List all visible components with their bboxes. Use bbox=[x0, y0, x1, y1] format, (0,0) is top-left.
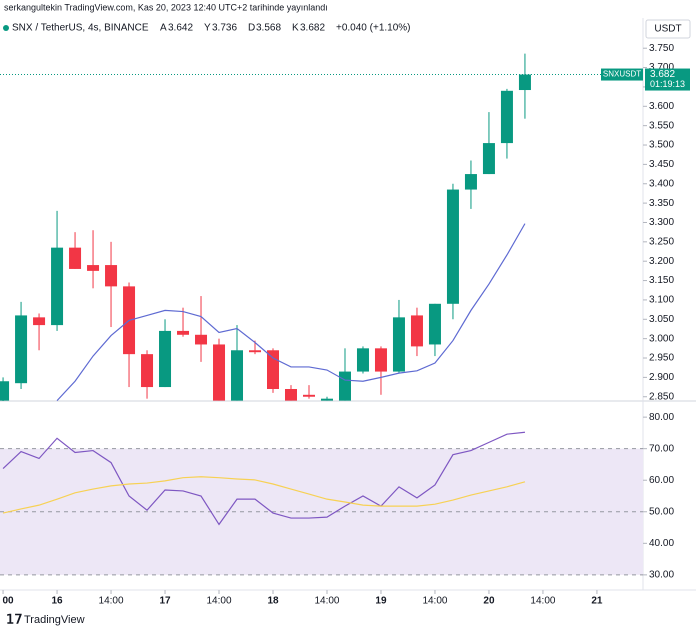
x-tick-label: 21 bbox=[591, 596, 603, 607]
symbol: SNX / TetherUS, 4s, BINANCE bbox=[12, 23, 149, 34]
y-tick-label: 2.950 bbox=[649, 353, 674, 364]
candle-body bbox=[249, 350, 262, 353]
y-tick-label: 3.300 bbox=[649, 217, 674, 228]
candle-body bbox=[177, 330, 190, 335]
candle-body bbox=[105, 265, 118, 287]
logo-mark: 𝟣𝟩 bbox=[6, 611, 23, 626]
candle-body bbox=[482, 143, 495, 175]
x-tick-label: 00 bbox=[2, 596, 14, 607]
ohlc-label: Y bbox=[204, 23, 211, 34]
candle-body bbox=[0, 381, 10, 401]
candle-body bbox=[231, 350, 244, 401]
candle-body bbox=[392, 317, 405, 372]
ohlc-label: D bbox=[248, 23, 255, 34]
y-tick-label: 30.00 bbox=[649, 569, 674, 580]
candle-body bbox=[302, 394, 315, 397]
candle-body bbox=[213, 344, 226, 401]
candle-body bbox=[51, 247, 64, 326]
currency-box[interactable] bbox=[645, 19, 691, 39]
y-tick-label: 3.550 bbox=[649, 120, 674, 131]
candle-body bbox=[374, 348, 387, 372]
candle-body bbox=[338, 371, 351, 401]
ohlc-label: A bbox=[160, 23, 167, 34]
price-value: 3.682 bbox=[650, 69, 675, 80]
candle-body bbox=[428, 303, 441, 345]
ohlc-value: 3.642 bbox=[168, 23, 193, 34]
countdown: 01:19:13 bbox=[650, 79, 685, 89]
y-tick-label: 3.400 bbox=[649, 178, 674, 189]
candle-body bbox=[446, 189, 459, 304]
candle-body bbox=[15, 315, 28, 384]
axes: 2.850 2.900 2.950 3.000 3.050 3.100 3.150 3.200… bbox=[2, 43, 690, 607]
currency[interactable]: USDT bbox=[654, 24, 681, 35]
status-dot bbox=[3, 25, 9, 31]
x-tick-label: 17 bbox=[159, 596, 171, 607]
price-box bbox=[645, 68, 690, 91]
change: +0.040 (+1.10%) bbox=[336, 23, 411, 34]
candle-body bbox=[159, 330, 172, 388]
y-tick-label: 3.500 bbox=[649, 140, 674, 151]
rsi-line bbox=[2, 476, 526, 514]
symbol-tag-text: SNXUSDT bbox=[603, 70, 641, 79]
candle-body bbox=[518, 74, 531, 91]
candle-body bbox=[284, 388, 297, 401]
y-tick-label: 3.450 bbox=[649, 159, 674, 170]
y-tick-label: 3.150 bbox=[649, 275, 674, 286]
y-tick-label: 3.000 bbox=[649, 333, 674, 344]
footer: 𝟣𝟩 TradingView bbox=[6, 611, 85, 626]
candle-body bbox=[195, 334, 208, 345]
ohlc: A 3.642 Y 3.736 D 3.568 K 3.682 +0.040 (+1.10%) bbox=[160, 23, 411, 34]
x-tick-label: 14:00 bbox=[314, 596, 339, 607]
symbol-tag bbox=[601, 68, 643, 81]
ohlc-value: 3.568 bbox=[256, 23, 281, 34]
y-tick-label: 50.00 bbox=[649, 506, 674, 517]
ohlc-value: 3.682 bbox=[300, 23, 325, 34]
candle-body bbox=[87, 265, 100, 271]
y-tick-label: 2.850 bbox=[649, 391, 674, 402]
x-tick-label: 14:00 bbox=[530, 596, 555, 607]
ohlc-label: K bbox=[292, 23, 299, 34]
candle-body bbox=[267, 350, 280, 389]
y-tick-label: 60.00 bbox=[649, 475, 674, 486]
x-tick-label: 18 bbox=[267, 596, 279, 607]
rsi-pane bbox=[0, 431, 643, 576]
candle-body bbox=[464, 174, 477, 190]
y-tick-label: 40.00 bbox=[649, 538, 674, 549]
candle-body bbox=[69, 247, 82, 269]
x-tick-label: 19 bbox=[375, 596, 387, 607]
candle-body bbox=[141, 354, 154, 388]
x-tick-label: 14:00 bbox=[99, 596, 124, 607]
y-tick-label: 3.700 bbox=[649, 62, 674, 73]
y-tick-label: 70.00 bbox=[649, 443, 674, 454]
y-tick-label: 3.250 bbox=[649, 236, 674, 247]
y-tick-label: 2.900 bbox=[649, 372, 674, 383]
candle-body bbox=[320, 398, 333, 401]
candle-body bbox=[33, 317, 46, 326]
moving-average bbox=[56, 223, 526, 401]
publisher: serkangultekin TradingView.com, Kas 20, … bbox=[4, 2, 328, 12]
candle-body bbox=[356, 348, 369, 372]
footer-brand: TradingView bbox=[24, 614, 85, 626]
rsi-line bbox=[2, 431, 526, 526]
y-tick-label: 3.200 bbox=[649, 256, 674, 267]
y-tick-label: 3.600 bbox=[649, 101, 674, 112]
y-tick-label: 3.350 bbox=[649, 198, 674, 209]
ohlc-value: 3.736 bbox=[212, 23, 237, 34]
candle-body bbox=[500, 90, 513, 144]
candle-body bbox=[410, 315, 423, 347]
x-tick-label: 14:00 bbox=[206, 596, 231, 607]
x-tick-label: 16 bbox=[51, 596, 63, 607]
y-tick-label: 3.050 bbox=[649, 314, 674, 325]
y-tick-label: 80.00 bbox=[649, 412, 674, 423]
y-tick-label: 3.750 bbox=[649, 43, 674, 54]
x-tick-label: 14:00 bbox=[422, 596, 447, 607]
y-tick-label: 3.100 bbox=[649, 295, 674, 306]
x-tick-label: 20 bbox=[483, 596, 495, 607]
price-pane bbox=[0, 53, 643, 401]
